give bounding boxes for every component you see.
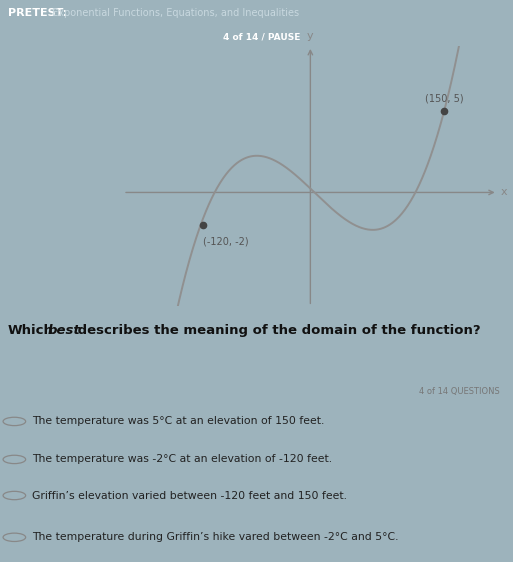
Text: PRETEST:: PRETEST: [8, 8, 67, 19]
Text: (-120, -2): (-120, -2) [203, 237, 249, 246]
Text: Exponential Functions, Equations, and Inequalities: Exponential Functions, Equations, and In… [49, 8, 299, 19]
Text: (150, 5): (150, 5) [425, 93, 463, 103]
Text: y: y [307, 31, 313, 41]
Text: Griffin’s elevation varied between -120 feet and 150 feet.: Griffin’s elevation varied between -120 … [32, 491, 347, 501]
Text: describes the meaning of the domain of the function?: describes the meaning of the domain of t… [73, 324, 481, 337]
Text: Which: Which [8, 324, 53, 337]
Text: The temperature during Griffin’s hike va​red between -2°C and 5°C.: The temperature during Griffin’s hike va… [32, 532, 398, 542]
Text: The temperature was 5°C at an elevation of 150 feet.: The temperature was 5°C at an elevation … [32, 416, 324, 427]
Text: The temperature was -2°C at an elevation of -120 feet.: The temperature was -2°C at an elevation… [32, 455, 332, 464]
Text: x: x [500, 188, 507, 197]
Text: 4 of 14 QUESTIONS: 4 of 14 QUESTIONS [420, 387, 500, 396]
Text: 4 of 14 / PAUSE: 4 of 14 / PAUSE [223, 32, 300, 41]
Text: best: best [47, 324, 80, 337]
